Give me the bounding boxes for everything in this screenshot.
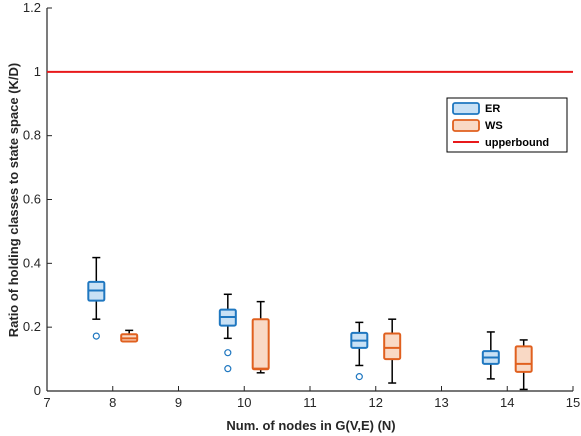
legend-label-ws: WS	[485, 120, 503, 132]
y-tick-label: 0	[34, 383, 41, 398]
x-tick-label: 14	[500, 395, 514, 410]
axes: 7 8 9 10 11 12 13 14 15 0 0.2 0.4 0.6 0.8 1 1.2	[23, 0, 580, 410]
er-outlier-point	[224, 349, 232, 357]
ws-box-group	[383, 318, 402, 384]
plot-marks	[47, 70, 573, 391]
legend-swatch-ws	[452, 119, 480, 132]
er-outlier-point	[355, 373, 363, 381]
y-axis-title: Ratio of holding classes to state space …	[6, 63, 21, 338]
er-box-group	[87, 256, 106, 340]
ws-box	[251, 318, 270, 371]
x-tick-label: 13	[434, 395, 448, 410]
er-box-group	[481, 331, 500, 380]
y-tick-label: 1	[34, 64, 41, 79]
er-outlier-point	[92, 332, 100, 340]
ws-box-group	[251, 300, 270, 374]
x-tick-label: 8	[109, 395, 116, 410]
ws-box-group	[514, 339, 533, 391]
ws-box-group	[120, 329, 139, 343]
y-tick-label: 0.4	[23, 255, 41, 270]
x-tick-label: 9	[175, 395, 182, 410]
legend-label-er: ER	[485, 103, 500, 115]
ws-box	[514, 345, 533, 373]
legend-label-upperbound: upperbound	[485, 137, 549, 149]
x-tick-label: 11	[303, 395, 317, 410]
y-tick-label: 0.8	[23, 128, 41, 143]
x-tick-label: 7	[43, 395, 50, 410]
legend-swatch-er	[452, 102, 480, 115]
x-tick-label: 15	[566, 395, 580, 410]
y-tick-label: 0.6	[23, 192, 41, 207]
legend: ER WS upperbound	[446, 97, 568, 153]
y-tick-label: 1.2	[23, 0, 41, 15]
x-tick-label: 12	[369, 395, 383, 410]
er-box-group	[218, 293, 237, 373]
er-outlier-point	[224, 365, 232, 373]
y-tick-label: 0.2	[23, 319, 41, 334]
er-box-group	[350, 321, 369, 381]
x-axis-title: Num. of nodes in G(V,E) (N)	[226, 418, 395, 433]
x-tick-label: 10	[237, 395, 251, 410]
ws-box	[383, 332, 402, 361]
